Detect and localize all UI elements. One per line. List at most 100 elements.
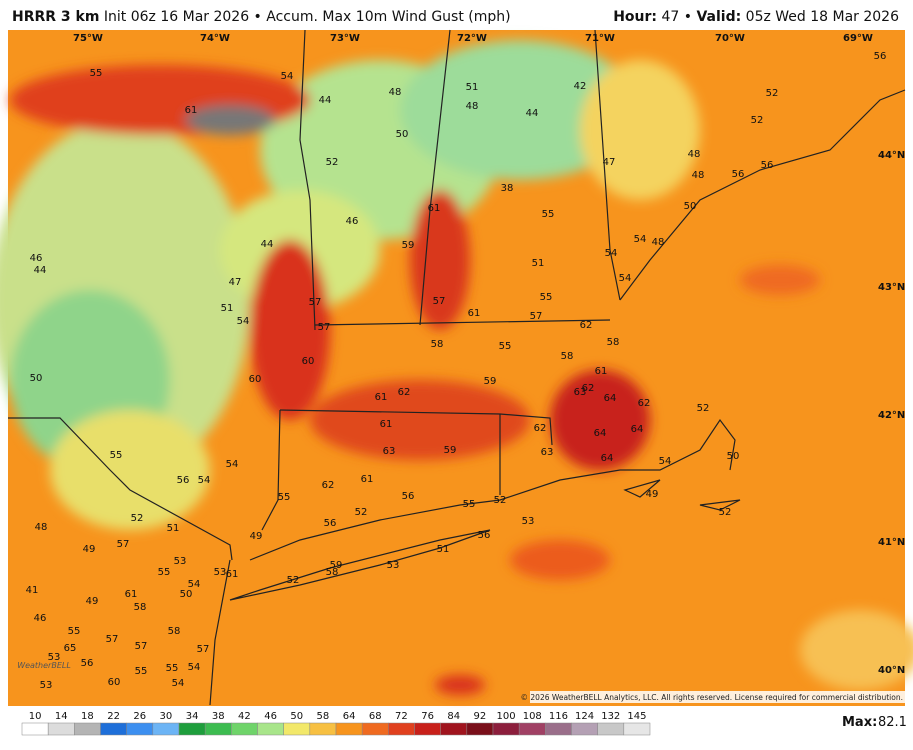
coastline [249, 418, 736, 561]
latitude-label: 42°N [878, 410, 905, 421]
station-value: 50 [684, 201, 697, 212]
station-value: 56 [761, 160, 774, 171]
colorbar-cell [178, 722, 206, 736]
station-value: 44 [261, 239, 274, 250]
description: Init 06z 16 Mar 2026 • Accum. Max 10m Wi… [103, 9, 511, 25]
station-value: 57 [135, 641, 148, 652]
station-value: 57 [117, 539, 130, 550]
station-value: 48 [652, 237, 665, 248]
colorbar-label: 10 [29, 711, 42, 722]
longitude-label: 70°W [715, 33, 745, 44]
colorbar-label: 26 [133, 711, 146, 722]
station-value: 54 [172, 678, 185, 689]
colorbar-cell [309, 722, 337, 736]
station-value: 56 [478, 530, 491, 541]
station-value: 44 [34, 265, 47, 276]
colorbar-cell [414, 722, 441, 736]
colorbar-cell [21, 722, 49, 736]
station-value: 57 [309, 297, 322, 308]
colorbar-label: 108 [523, 711, 542, 722]
latitude-label: 41°N [878, 537, 905, 548]
station-value: 63 [383, 446, 396, 457]
wind-field [0, 40, 913, 695]
station-value: 55 [540, 292, 553, 303]
longitude-label: 71°W [585, 33, 615, 44]
colorbar-cell [231, 722, 258, 736]
colorbar-cell [47, 722, 75, 736]
colorbar-cell [545, 722, 572, 736]
station-value: 55 [158, 567, 171, 578]
station-value: 62 [322, 480, 335, 491]
station-value: 52 [287, 575, 300, 586]
colorbar-cell [571, 722, 598, 736]
station-value: 61 [468, 308, 481, 319]
colorbar-label: 50 [290, 711, 303, 722]
station-value: 54 [605, 248, 618, 259]
station-value: 61 [595, 366, 608, 377]
colorbar-cell [388, 722, 415, 736]
colorbar-label: 38 [212, 711, 225, 722]
hour: 47 • [661, 9, 693, 25]
station-value: 54 [226, 459, 239, 470]
station-value: 54 [619, 273, 632, 284]
station-value: 55 [499, 341, 512, 352]
station-value: 62 [534, 423, 547, 434]
state-border [314, 319, 611, 326]
station-value: 62 [580, 320, 593, 331]
station-value: 53 [40, 680, 53, 691]
state-border [419, 29, 451, 326]
station-value: 64 [604, 393, 617, 404]
state-border [299, 29, 316, 331]
station-value: 61 [375, 392, 388, 403]
station-value: 51 [437, 544, 450, 555]
station-value: 57 [318, 322, 331, 333]
station-value: 62 [638, 398, 651, 409]
colorbar-label: 76 [421, 711, 434, 722]
station-value: 53 [214, 567, 227, 578]
station-value: 61 [428, 203, 441, 214]
station-value: 56 [81, 658, 94, 669]
longitude-label: 69°W [843, 33, 873, 44]
station-value: 57 [433, 296, 446, 307]
station-value: 55 [90, 68, 103, 79]
colorbar-label: 124 [575, 711, 594, 722]
max-label: Max: [842, 715, 877, 730]
longitude-label: 73°W [330, 33, 360, 44]
copyright: © 2026 WeatherBELL Analytics, LLC. All r… [521, 693, 903, 702]
colorbar-label: 100 [497, 711, 516, 722]
colorbar-label: 14 [55, 711, 68, 722]
station-value: 60 [302, 356, 315, 367]
station-value: 56 [732, 169, 745, 180]
colorbar-cell [597, 722, 625, 736]
colorbar-label: 64 [343, 711, 356, 722]
header-left: HRRR 3 km Init 06z 16 Mar 2026 • Accum. … [12, 9, 511, 25]
station-value: 54 [634, 234, 647, 245]
station-value: 48 [688, 149, 701, 160]
station-value: 61 [125, 589, 138, 600]
state-border [279, 409, 553, 446]
station-value: 46 [34, 613, 47, 624]
colorbar-cell [74, 722, 101, 736]
logo: WeatherBELL [17, 661, 71, 670]
station-value: 61 [226, 569, 239, 580]
station-value: 58 [168, 626, 181, 637]
station-value: 55 [135, 666, 148, 677]
colorbar: 10 14 18 22 26 30 34 38 42 46 50 58 64 68 72 76 84 92 100 1… [21, 711, 651, 736]
latitude-label: 43°N [878, 282, 905, 293]
coastline [209, 559, 231, 706]
colorbar-cell [361, 722, 389, 736]
station-value: 49 [250, 531, 263, 542]
station-value: 55 [166, 663, 179, 674]
station-value: 58 [561, 351, 574, 362]
station-value: 64 [631, 424, 644, 435]
colorbar-label: 84 [447, 711, 460, 722]
station-value: 44 [319, 95, 332, 106]
station-value: 54 [198, 475, 211, 486]
colorbar-label: 34 [186, 711, 199, 722]
station-value: 62 [582, 383, 595, 394]
station-value: 61 [185, 105, 198, 116]
station-value: 50 [30, 373, 43, 384]
station-value: 56 [324, 518, 337, 529]
